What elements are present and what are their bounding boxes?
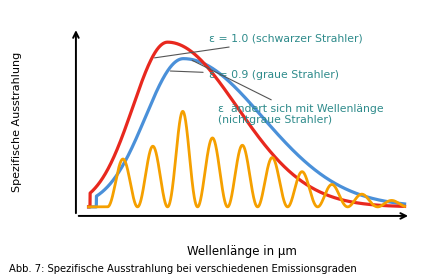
Text: Spezifische Ausstrahlung: Spezifische Ausstrahlung [12, 52, 22, 192]
Text: ε  ändert sich mit Wellenlänge
(nichtgraue Strahler): ε ändert sich mit Wellenlänge (nichtgrau… [192, 60, 384, 125]
Text: ε = 1.0 (schwarzer Strahler): ε = 1.0 (schwarzer Strahler) [155, 34, 363, 58]
Text: ε = 0.9 (graue Strahler): ε = 0.9 (graue Strahler) [170, 70, 339, 80]
Text: Abb. 7: Spezifische Ausstrahlung bei verschiedenen Emissionsgraden: Abb. 7: Spezifische Ausstrahlung bei ver… [9, 264, 356, 274]
Text: Wellenlänge in μm: Wellenlänge in μm [187, 246, 297, 258]
